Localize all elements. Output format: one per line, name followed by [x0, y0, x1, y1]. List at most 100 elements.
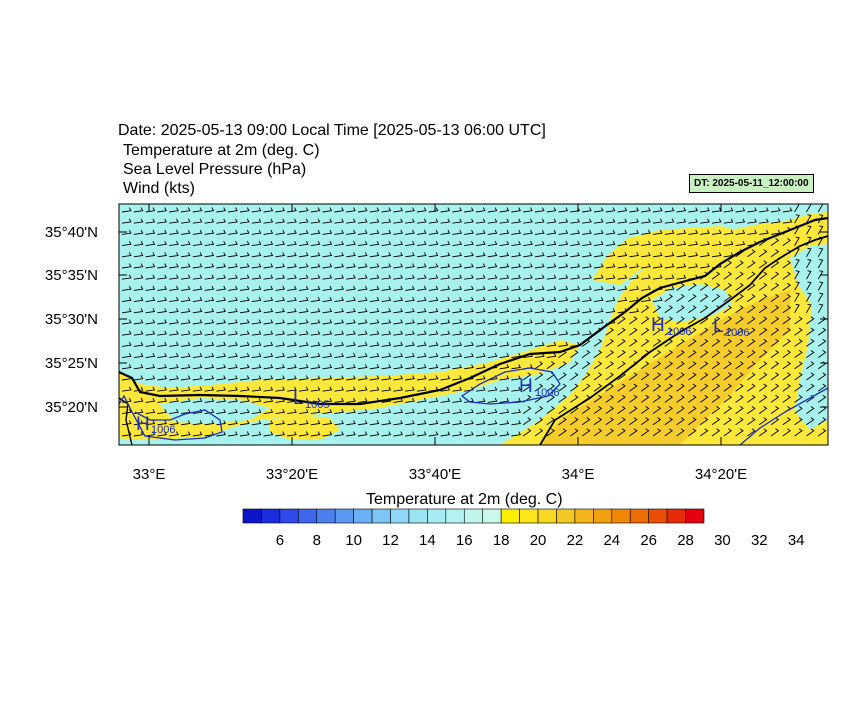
wind-barb: [688, 294, 697, 302]
wind-barb: [758, 305, 768, 314]
wind-barb: [216, 375, 226, 381]
wind-barb: [817, 394, 827, 403]
wind-barb: [157, 285, 167, 291]
colorbar-swatch: [685, 508, 705, 524]
wind-barb: [180, 263, 191, 269]
wind-barb: [581, 372, 591, 381]
wind-barb: [287, 229, 297, 235]
wind-barb: [582, 274, 592, 280]
wind-barb: [121, 240, 132, 247]
wind-barb: [145, 330, 156, 336]
wind-barb: [263, 386, 274, 392]
wind-barb: [534, 252, 545, 258]
wind-barb: [357, 308, 368, 314]
wind-barb: [593, 263, 604, 269]
wind-barb: [133, 296, 144, 303]
wind-barb: [546, 296, 557, 303]
wind-barb: [758, 294, 768, 302]
wind-barb: [357, 319, 368, 325]
wind-barb: [629, 274, 639, 280]
wind-barb: [546, 330, 557, 336]
wind-barb: [322, 319, 333, 325]
wind-barb: [558, 428, 567, 437]
wind-barb: [263, 308, 274, 314]
wind-barb: [251, 285, 262, 291]
wind-barb: [499, 252, 510, 258]
wind-barb: [428, 218, 439, 224]
wind-barb: [169, 341, 179, 347]
wind-barb: [676, 417, 685, 426]
wind-barb: [121, 330, 132, 336]
wind-barb: [393, 252, 403, 258]
wind-barb: [381, 386, 392, 392]
wind-barb: [735, 282, 744, 291]
wind-barb: [794, 428, 803, 437]
wind-barb: [782, 294, 791, 302]
wind-barb: [817, 327, 827, 336]
wind-barb: [298, 431, 309, 437]
wind-barb: [593, 406, 603, 414]
wind-barb: [782, 238, 791, 246]
wind-barb: [251, 240, 262, 247]
wind-barb: [381, 263, 392, 269]
wind-barb: [145, 341, 156, 347]
wind-barb: [239, 386, 250, 392]
wind-barb: [310, 285, 321, 291]
wind-barb: [499, 397, 510, 403]
wind-barb: [605, 350, 614, 358]
wind-barb: [723, 282, 732, 291]
wind-barb: [275, 229, 285, 235]
wind-barb: [782, 428, 791, 437]
wind-barb: [723, 316, 732, 325]
wind-barb: [310, 240, 321, 247]
wind-barb: [593, 417, 603, 426]
wind-barb: [641, 285, 651, 291]
wind-barb: [440, 229, 451, 235]
wind-barb: [523, 296, 533, 303]
wind-barb: [322, 207, 333, 213]
wind-barb: [699, 327, 709, 336]
wind-barb: [641, 207, 651, 213]
wind-barb: [582, 263, 592, 269]
wind-barb: [688, 350, 697, 358]
wind-barb: [357, 252, 368, 258]
wind-barb: [157, 229, 167, 235]
wind-barb: [440, 341, 451, 347]
wind-barb: [452, 240, 462, 247]
wind-barb: [393, 408, 403, 415]
wind-barb: [664, 229, 675, 235]
wind-barb: [534, 263, 545, 269]
wind-barb: [581, 417, 591, 426]
wind-barb: [416, 229, 427, 235]
wind-barb: [782, 316, 791, 325]
wind-barb: [251, 341, 262, 347]
colorbar-swatch: [482, 508, 502, 524]
wind-barb: [428, 308, 439, 314]
wind-barb: [735, 428, 744, 437]
wind-barb: [546, 308, 557, 314]
wind-barb: [381, 229, 392, 235]
wind-barb: [251, 431, 262, 437]
wind-barb: [723, 327, 732, 336]
wind-barb: [263, 285, 274, 291]
wind-barb: [723, 260, 732, 269]
warm-strip-south: [270, 415, 340, 440]
wind-barb: [121, 341, 132, 347]
wind-barb: [652, 316, 662, 325]
wind-barb: [558, 252, 569, 258]
wind-barb: [664, 372, 673, 381]
colorbar-swatch: [427, 508, 447, 524]
colorbar-swatch: [593, 508, 613, 524]
wind-barb: [747, 327, 756, 336]
wind-barb: [416, 240, 427, 247]
wind-barb: [287, 352, 297, 359]
wind-barb: [817, 214, 824, 224]
wind-barb: [357, 330, 368, 336]
svg-text:1005: 1005: [305, 399, 329, 411]
wind-barb: [699, 338, 709, 347]
wind-barb: [334, 252, 344, 258]
wind-barb: [287, 420, 297, 426]
wind-barb: [393, 218, 403, 224]
wind-barb: [652, 296, 663, 303]
wind-barb: [499, 229, 510, 235]
